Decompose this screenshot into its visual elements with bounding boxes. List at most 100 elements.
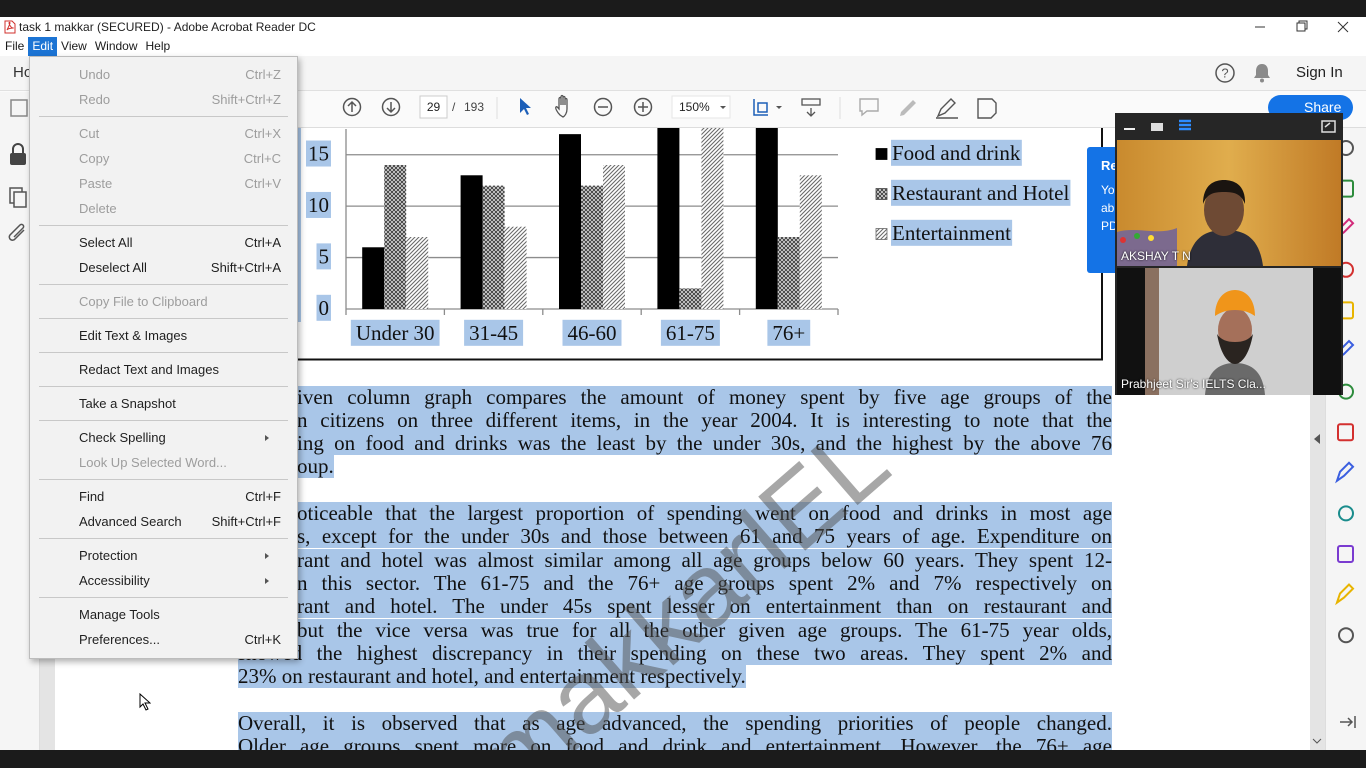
fill-sign[interactable] [977, 98, 997, 119]
video-view-1[interactable] [1151, 123, 1163, 131]
menu-view[interactable]: View [61, 39, 87, 53]
participant-name: AKSHAY T N [1121, 249, 1191, 263]
menu-item[interactable]: Redact Text and Images [30, 357, 297, 382]
zoom-level[interactable]: 150% [679, 100, 710, 114]
page-number[interactable]: 29 [426, 100, 441, 114]
y-axis-highlight [298, 128, 301, 322]
bar [362, 247, 385, 309]
toolbar-icons [342, 94, 997, 119]
video-view-2[interactable] [1179, 119, 1191, 131]
menu-file[interactable]: File [5, 39, 25, 53]
menu-item-shortcut[interactable]: Ctrl+K [244, 631, 281, 647]
next-page[interactable] [381, 97, 401, 117]
tool-icon[interactable] [1335, 461, 1355, 484]
x-tick-label: 31-45 [469, 321, 518, 345]
select-tool[interactable] [520, 98, 531, 115]
menu-item-shortcut[interactable]: Ctrl+F [245, 488, 281, 504]
menu-item[interactable]: Deselect All Shift+Ctrl+A [30, 255, 297, 280]
menu-item[interactable]: Edit Text & Images [30, 323, 297, 348]
y-tick-label: 15 [308, 142, 329, 166]
screen-top-bar [0, 0, 1366, 17]
callout-text: Yo [1101, 183, 1115, 197]
menu-separator [39, 115, 288, 117]
menu-item-label[interactable]: Redact Text and Images [79, 361, 219, 377]
tool-icon[interactable] [1335, 583, 1355, 606]
tool-icon-shape [1338, 505, 1354, 522]
menu-item-label[interactable]: Accessibility [79, 572, 150, 588]
video-expand[interactable] [1321, 120, 1336, 133]
home-tab[interactable]: Ho [13, 64, 33, 81]
menu-item-label[interactable]: Select All [79, 234, 133, 250]
zoom-in[interactable] [633, 97, 653, 117]
menu-item-shortcut[interactable]: Shift+Ctrl+A [210, 259, 281, 275]
menu-item[interactable]: Advanced Search Shift+Ctrl+F [30, 509, 297, 534]
collapse-tools [1340, 716, 1356, 728]
zoom-out[interactable] [593, 97, 613, 117]
tool-icon[interactable] [1338, 505, 1354, 522]
save-icon[interactable] [10, 99, 28, 117]
prev-page[interactable] [342, 97, 362, 117]
tool-icon[interactable] [1337, 545, 1354, 563]
menu-item-label[interactable]: Preferences... [79, 631, 160, 647]
menu-item-label: Cut [79, 125, 100, 141]
bar [799, 175, 822, 309]
menu-item-label[interactable]: Take a Snapshot [79, 395, 176, 411]
bar [384, 165, 407, 309]
menu-item-label[interactable]: Protection [79, 547, 138, 563]
highlight-tool[interactable] [900, 100, 916, 116]
bar [679, 288, 702, 309]
menu-window[interactable]: Window [94, 39, 138, 53]
menu-help[interactable]: Help [145, 39, 171, 53]
close[interactable] [1337, 21, 1349, 33]
page-box[interactable] [419, 95, 448, 119]
selection-highlight [316, 243, 331, 270]
scroll-down[interactable] [1312, 738, 1322, 744]
menu-item[interactable]: Find Ctrl+F [30, 484, 297, 509]
sign-in[interactable]: Sign In [1296, 64, 1343, 81]
collapse-panel[interactable] [1314, 434, 1320, 444]
hand-tool[interactable] [555, 94, 568, 118]
menu-item[interactable]: Preferences... Ctrl+K [30, 627, 297, 652]
menu-edit[interactable]: Edit [28, 37, 58, 56]
menu-item-label[interactable]: Deselect All [79, 259, 147, 275]
menu-item-label[interactable]: Advanced Search [79, 513, 182, 529]
selection-highlight [562, 319, 622, 346]
menu-item-label[interactable]: Find [79, 488, 105, 504]
video-tile-1 [1117, 140, 1341, 266]
menu-item: Look Up Selected Word... [30, 450, 297, 475]
menu-item[interactable]: Accessibility [30, 568, 297, 593]
bar [657, 128, 680, 310]
fit-page[interactable] [753, 99, 782, 116]
restore[interactable] [1296, 22, 1306, 32]
comment-tool[interactable] [859, 98, 879, 117]
tool-icon[interactable] [1337, 423, 1354, 442]
menu-separator [39, 224, 288, 226]
tool-icon-shape [1335, 583, 1355, 606]
tool-icon[interactable] [1338, 627, 1354, 644]
menu-item[interactable]: Take a Snapshot [30, 391, 297, 416]
attachments-icon[interactable] [8, 223, 25, 241]
menu-item-label[interactable]: Manage Tools [79, 606, 160, 622]
zoom-box[interactable] [671, 95, 731, 119]
callout-text: Re [1101, 158, 1118, 173]
security-icon[interactable] [10, 143, 26, 165]
bar [559, 134, 581, 309]
window-controls[interactable] [1245, 17, 1366, 37]
menu-item[interactable]: Check Spelling [30, 425, 297, 450]
menu-item[interactable]: Protection [30, 543, 297, 568]
menu-item-label[interactable]: Edit Text & Images [79, 327, 188, 343]
menu-item-shortcut[interactable]: Ctrl+A [244, 234, 281, 250]
menu-item[interactable]: Manage Tools [30, 602, 297, 627]
scroll-mode[interactable] [801, 98, 821, 117]
help-icon[interactable]: ? [1213, 61, 1237, 85]
menu-item-shortcut[interactable]: Shift+Ctrl+F [211, 513, 281, 529]
pages-icon[interactable] [9, 187, 27, 208]
menu-item[interactable]: Select All Ctrl+A [30, 230, 297, 255]
share-label[interactable]: Share [1304, 99, 1342, 115]
notifications-icon[interactable] [1251, 61, 1273, 85]
sign-tool[interactable] [936, 98, 958, 119]
tool-icon-shape [1337, 545, 1354, 563]
menu-item-label[interactable]: Check Spelling [79, 429, 166, 445]
menu-item-shortcut: Ctrl+V [244, 175, 281, 191]
